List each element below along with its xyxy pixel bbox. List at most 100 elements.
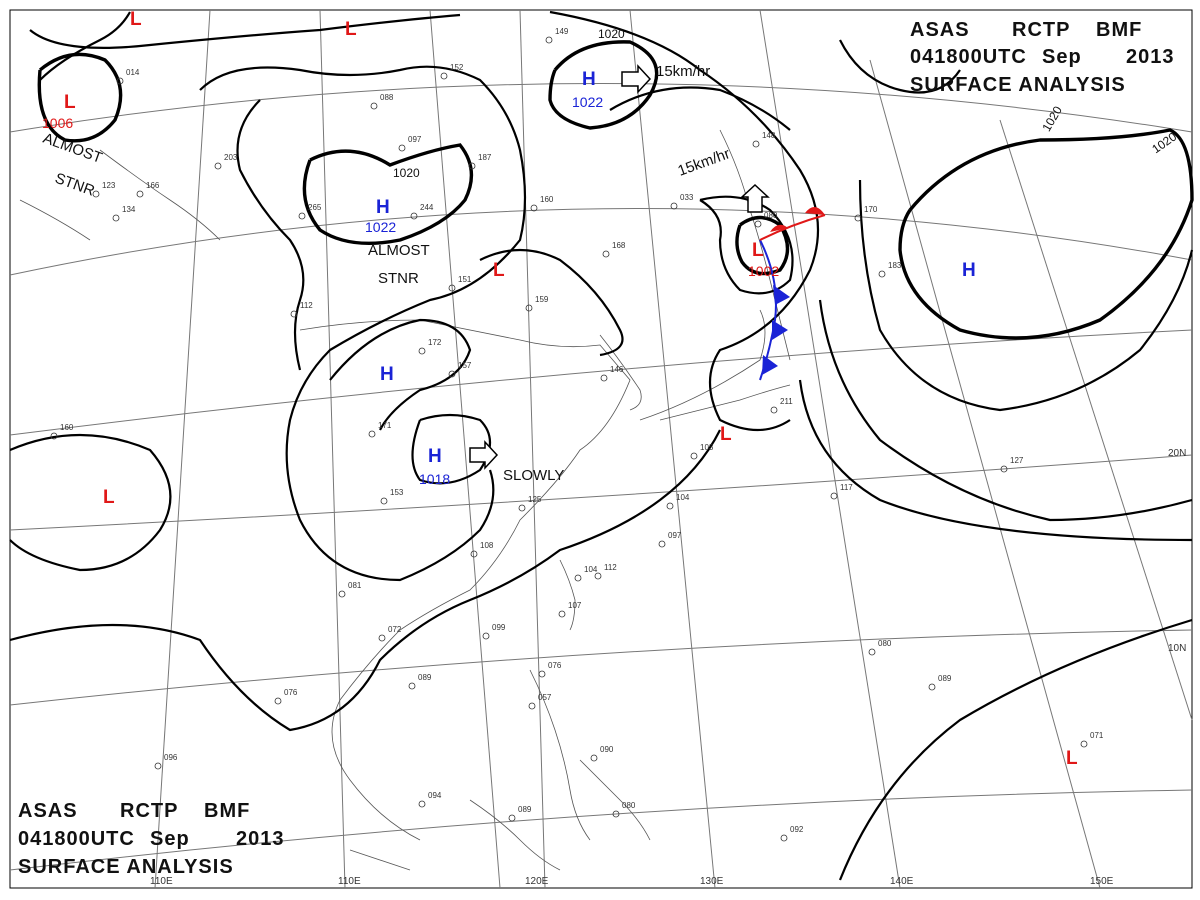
station-plot: 125 [518, 495, 542, 512]
station-pressure: 160 [60, 423, 74, 432]
station-pressure: 089 [518, 805, 532, 814]
station-circle [508, 814, 516, 822]
station-circle [690, 452, 698, 460]
isobar-label: 1020 [393, 166, 420, 180]
pressure-value: 1018 [419, 471, 450, 487]
arrow-up-icon [740, 183, 770, 213]
station-circle [602, 250, 610, 258]
station-plot: 088 [370, 93, 394, 110]
station-pressure: 152 [450, 63, 464, 72]
station-plot: 153 [380, 488, 404, 505]
station-pressure: 108 [480, 541, 494, 550]
station-plot: 265 [298, 203, 322, 220]
pressure-value: 1006 [42, 115, 73, 131]
station-plot: 171 [368, 421, 392, 438]
station-circle [448, 370, 456, 378]
station-circle [878, 270, 886, 278]
station-plot: 148 [752, 131, 776, 148]
station-plot: 096 [154, 753, 178, 770]
station-circle [770, 406, 778, 414]
station-circle [538, 670, 546, 678]
station-circle [670, 202, 678, 210]
latitude-label: 10N [1168, 643, 1186, 654]
station-circle [448, 284, 456, 292]
station-pressure: 244 [420, 203, 434, 212]
station-plot: 152 [440, 63, 464, 80]
station-circle [530, 204, 538, 212]
station-plot: 160 [530, 195, 554, 212]
station-circle [378, 634, 386, 642]
station-plot: 170 [854, 205, 878, 222]
station-pressure: 265 [308, 203, 322, 212]
station-circle [418, 347, 426, 355]
station-pressure: 088 [380, 93, 394, 102]
latitude-label: 20N [1168, 448, 1186, 459]
station-plot: 104 [574, 565, 598, 582]
station-plot: 149 [545, 27, 569, 44]
station-plot: 134 [112, 205, 136, 222]
station-plot: 160 [50, 423, 74, 440]
station-plot: 092 [780, 825, 804, 842]
latitude-lines [9, 83, 1193, 871]
station-circle [298, 212, 306, 220]
station-plot: 080 [754, 211, 778, 228]
station-circle [370, 102, 378, 110]
low-pressure-marker: L [1066, 748, 1078, 769]
station-pressure: 103 [700, 443, 714, 452]
station-circle [666, 502, 674, 510]
station-circle [525, 304, 533, 312]
station-plot: 112 [290, 301, 313, 318]
motion-arrows [469, 64, 770, 470]
coastlines [19, 129, 791, 871]
station-pressure: 171 [378, 421, 392, 430]
station-plot: 172 [418, 338, 442, 355]
station-circle [558, 610, 566, 618]
longitude-label: 150E [1090, 876, 1114, 887]
station-pressure: 172 [428, 338, 442, 347]
header-line-2-a: 041800UTC [910, 46, 1027, 68]
header-line-1-b: RCTP [1012, 19, 1070, 41]
high-pressure-marker: H [962, 260, 976, 281]
station-plot: 151 [448, 275, 472, 292]
station-circle [338, 590, 346, 598]
station-plot: 157 [448, 361, 472, 378]
footer-line-1-a: ASAS [18, 800, 78, 822]
station-pressure: 187 [478, 153, 492, 162]
station-plot: 097 [658, 531, 682, 548]
station-plots: 149 152 187 160 168 244 265 151 159 172 157 146 171 1… [50, 27, 1104, 842]
station-circle [274, 697, 282, 705]
station-pressure: 081 [348, 581, 362, 590]
system-note: 15km/hr [656, 63, 710, 80]
header-line-1-a: ASAS [910, 19, 970, 41]
station-circle [440, 72, 448, 80]
station-circle [136, 190, 144, 198]
station-pressure: 117 [840, 483, 853, 492]
station-plot: 089 [508, 805, 532, 822]
station-plot: 071 [1080, 731, 1104, 748]
station-plot: 076 [274, 688, 298, 705]
longitude-label: 120E [525, 876, 549, 887]
high-pressure-marker: H [380, 364, 394, 385]
station-circle [1080, 740, 1088, 748]
station-pressure: 183 [888, 261, 902, 270]
station-pressure: 076 [284, 688, 298, 697]
station-pressure: 148 [762, 131, 776, 140]
station-plot: 168 [602, 241, 626, 258]
station-plot: 123 [92, 181, 116, 198]
station-circle [214, 162, 222, 170]
station-plot: 203 [214, 153, 238, 170]
station-pressure: 104 [676, 493, 690, 502]
station-pressure: 072 [388, 625, 402, 634]
station-plot: 094 [418, 791, 442, 808]
longitude-label: 140E [890, 876, 914, 887]
low-pressure-marker: L [130, 9, 142, 30]
header-line-2-c: 2013 [1126, 46, 1175, 68]
longitude-labels: 110E 110E 120E 130E 140E 150E [150, 876, 1114, 887]
station-circle [545, 36, 553, 44]
station-pressure: 170 [864, 205, 878, 214]
station-circle [780, 834, 788, 842]
station-plot: 166 [136, 181, 160, 198]
station-circle [468, 162, 476, 170]
longitude-label: 110E [338, 876, 361, 887]
footer-line-1-c: BMF [204, 800, 250, 822]
